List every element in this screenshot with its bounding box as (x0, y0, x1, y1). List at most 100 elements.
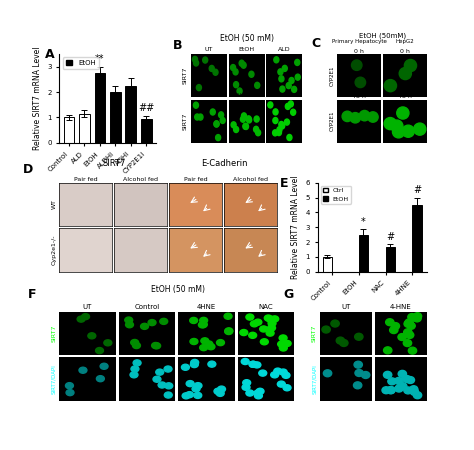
Circle shape (218, 386, 226, 392)
Circle shape (255, 82, 260, 88)
Circle shape (192, 386, 200, 392)
Circle shape (200, 317, 208, 324)
Bar (412, 205, 422, 272)
Circle shape (214, 121, 219, 127)
Text: F: F (28, 288, 36, 301)
Circle shape (96, 347, 103, 354)
Circle shape (273, 109, 278, 115)
Circle shape (141, 324, 148, 329)
Text: EtOH (50 mM): EtOH (50 mM) (219, 34, 273, 43)
Circle shape (152, 342, 160, 349)
Circle shape (96, 376, 104, 382)
Circle shape (254, 126, 259, 132)
Circle shape (394, 378, 403, 384)
Y-axis label: Relative SIRT7 mRNA Level: Relative SIRT7 mRNA Level (33, 47, 42, 150)
Circle shape (190, 338, 198, 345)
Circle shape (259, 370, 267, 376)
Circle shape (125, 317, 133, 323)
Circle shape (407, 322, 415, 329)
Circle shape (322, 326, 330, 333)
Circle shape (266, 330, 274, 336)
Text: G: G (283, 288, 293, 301)
Title: Alcohol fed: Alcohol fed (233, 177, 268, 182)
Circle shape (273, 117, 278, 124)
Circle shape (359, 110, 370, 121)
Circle shape (278, 69, 283, 75)
Circle shape (282, 372, 290, 378)
Y-axis label: WT: WT (52, 199, 56, 210)
Circle shape (195, 114, 200, 120)
Circle shape (355, 369, 363, 377)
Title: EtOH: EtOH (238, 47, 255, 52)
Circle shape (403, 340, 411, 346)
Circle shape (413, 392, 422, 399)
Circle shape (254, 116, 259, 122)
Circle shape (201, 338, 209, 344)
Circle shape (194, 392, 202, 398)
Text: #: # (386, 232, 394, 242)
Bar (141, 119, 152, 143)
Circle shape (148, 320, 156, 326)
Circle shape (350, 112, 360, 123)
Y-axis label: CYP2E1: CYP2E1 (329, 65, 335, 86)
Text: Primary Hepatocyte: Primary Hepatocyte (332, 40, 386, 45)
Circle shape (190, 317, 198, 324)
Circle shape (410, 388, 419, 396)
Circle shape (220, 117, 225, 123)
Y-axis label: Cyp2e1-/-: Cyp2e1-/- (52, 235, 56, 265)
Circle shape (200, 345, 208, 351)
Circle shape (193, 102, 199, 108)
Circle shape (386, 319, 394, 326)
Circle shape (203, 57, 208, 63)
Circle shape (279, 369, 287, 375)
Circle shape (266, 316, 274, 322)
Circle shape (280, 123, 285, 129)
Circle shape (240, 329, 248, 336)
Circle shape (164, 366, 172, 372)
Y-axis label: CYP2E1: CYP2E1 (329, 111, 335, 131)
Text: EtOH (50mM): EtOH (50mM) (359, 32, 407, 39)
Circle shape (279, 122, 284, 127)
Circle shape (398, 333, 406, 341)
Y-axis label: SIRT7: SIRT7 (183, 67, 188, 84)
Circle shape (285, 104, 291, 109)
Circle shape (413, 315, 421, 322)
Circle shape (243, 123, 248, 129)
Circle shape (237, 88, 242, 94)
Circle shape (230, 64, 236, 71)
Bar (110, 92, 121, 143)
Circle shape (410, 386, 418, 393)
Circle shape (291, 109, 296, 115)
Circle shape (192, 56, 198, 63)
Circle shape (216, 390, 224, 396)
Circle shape (233, 69, 238, 75)
Circle shape (205, 341, 213, 347)
Title: CYP2E1 inh: CYP2E1 inh (269, 93, 300, 98)
Legend: EtOH: EtOH (63, 58, 99, 69)
Circle shape (398, 370, 407, 377)
Circle shape (234, 81, 238, 88)
Circle shape (214, 121, 219, 127)
Circle shape (274, 57, 279, 63)
Circle shape (271, 372, 279, 378)
Title: 48 h: 48 h (398, 94, 412, 99)
Circle shape (254, 319, 262, 325)
Circle shape (399, 68, 411, 80)
Circle shape (225, 328, 233, 334)
Title: Pair fed: Pair fed (73, 177, 97, 182)
Circle shape (279, 335, 287, 341)
Circle shape (342, 111, 353, 122)
Circle shape (249, 361, 257, 367)
Y-axis label: SIRT7/DAPI: SIRT7/DAPI (312, 364, 317, 394)
Circle shape (210, 109, 215, 115)
Circle shape (240, 116, 246, 122)
Circle shape (66, 390, 74, 396)
Circle shape (156, 369, 164, 375)
Title: UT: UT (83, 304, 92, 310)
Circle shape (182, 364, 190, 370)
Title: 4-HNE: 4-HNE (390, 304, 411, 310)
Circle shape (255, 130, 261, 136)
Circle shape (392, 126, 405, 138)
Circle shape (287, 135, 292, 140)
Bar (64, 117, 74, 143)
